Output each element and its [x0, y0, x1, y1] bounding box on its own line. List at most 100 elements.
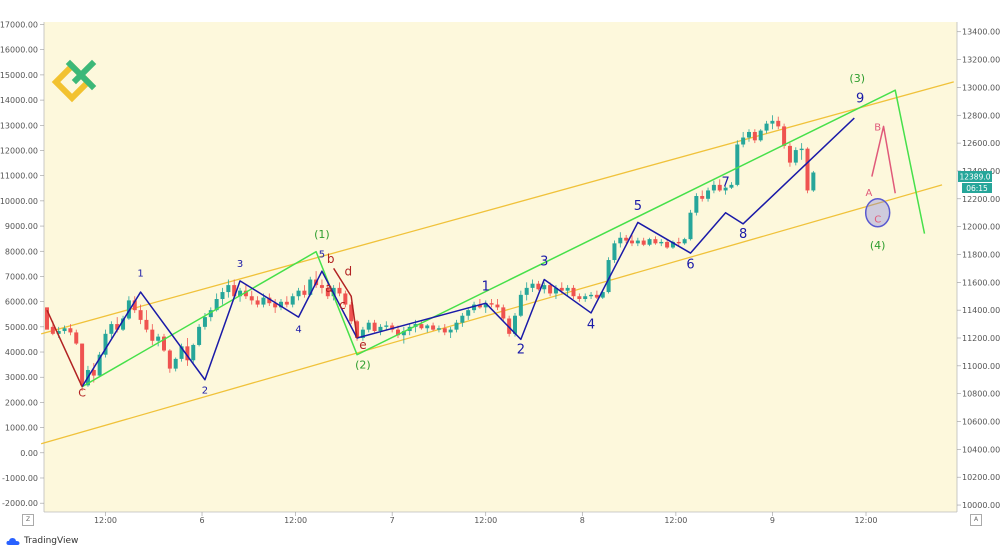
candle-body — [764, 123, 769, 131]
wave-label: b — [327, 252, 335, 266]
candlesticks — [45, 115, 816, 391]
x-tick-label: 12:00 — [284, 516, 307, 525]
left-tick-label: 6000.00 — [5, 298, 38, 307]
wave-label: (4) — [870, 239, 886, 252]
candle-body — [583, 296, 588, 300]
candle-body — [232, 285, 237, 297]
candle-body — [103, 333, 108, 355]
candle-body — [45, 307, 49, 330]
candle-body — [243, 290, 248, 297]
wave-lines — [46, 89, 926, 388]
candle-body — [126, 300, 131, 319]
right-tick-label: 11000.00 — [962, 362, 1000, 371]
candle-body — [220, 292, 225, 300]
candle-body — [635, 240, 640, 244]
right-tick-label: 10800.00 — [962, 390, 1000, 399]
candle-body — [530, 283, 535, 288]
candle-body — [150, 329, 155, 341]
channel-line — [40, 81, 954, 335]
wave-label: 4 — [295, 324, 301, 335]
candle-body — [706, 190, 711, 199]
right-tick-label: 10600.00 — [962, 418, 1000, 427]
wave-label: e — [359, 338, 366, 352]
candle-body — [489, 303, 494, 305]
x-tick-label: 12:00 — [664, 516, 687, 525]
x-axis: 12:00 6 12:00 7 12:00 8 12:00 9 12:00 — [94, 512, 878, 525]
auto-scale-button[interactable]: A — [970, 514, 982, 526]
candle-body — [378, 326, 383, 332]
candle-body — [173, 358, 178, 369]
wave-label: C — [874, 214, 881, 225]
x-tick-label: 12:00 — [94, 516, 117, 525]
candle-body — [653, 239, 658, 244]
candle-body — [711, 184, 716, 191]
candle-body — [74, 332, 79, 344]
x-tick-label: 12:00 — [854, 516, 877, 525]
candle-body — [454, 322, 459, 330]
candle-body — [460, 315, 465, 323]
candle-body — [279, 301, 283, 308]
candle-body — [261, 297, 266, 305]
candle-body — [360, 329, 365, 338]
candle-body — [805, 148, 810, 191]
candle-body — [185, 346, 190, 361]
wave-label: c — [339, 298, 346, 312]
zoom-button[interactable]: Z — [22, 514, 34, 526]
left-tick-label: 11000.00 — [0, 172, 38, 181]
wave-label: B — [874, 123, 881, 134]
candle-body — [758, 130, 763, 141]
left-axis-background — [0, 22, 44, 512]
candle-body — [431, 325, 436, 330]
left-tick-label: -2000.00 — [2, 499, 38, 508]
candle-body — [700, 196, 705, 199]
candle-body — [144, 319, 149, 330]
candle-body — [132, 300, 137, 311]
left-tick-label: 0.00 — [20, 449, 38, 458]
candle-body — [448, 329, 453, 333]
candle-body — [284, 301, 289, 305]
candle-body — [255, 300, 260, 305]
candle-body — [776, 120, 781, 127]
brand-label[interactable]: TradingView — [24, 536, 79, 546]
right-tick-label: 10200.00 — [962, 473, 1000, 482]
candle-body — [630, 240, 634, 244]
channel-line — [40, 184, 943, 445]
svg-text:12389.0: 12389.0 — [959, 173, 990, 182]
wave-label: 8 — [739, 227, 747, 242]
candle-body — [542, 285, 547, 290]
candle-body — [676, 241, 681, 244]
right-tick-label: 10000.00 — [962, 501, 1000, 510]
left-tick-label: 10000.00 — [0, 197, 38, 206]
candle-body — [419, 324, 424, 329]
candle-body — [670, 241, 675, 248]
right-tick-label: 12600.00 — [962, 139, 1000, 148]
candle-body — [179, 346, 184, 359]
candle-body — [659, 241, 664, 244]
wave-label: (3) — [849, 72, 865, 85]
right-tick-label: 10400.00 — [962, 445, 1000, 454]
candle-body — [249, 296, 254, 301]
candle-body — [208, 310, 213, 318]
candle-body — [226, 285, 231, 293]
candle-body — [524, 287, 529, 295]
left-tick-label: 7000.00 — [5, 272, 38, 281]
right-tick-label: 13000.00 — [962, 83, 1000, 92]
x-tick-label: 9 — [770, 516, 775, 525]
candle-body — [56, 331, 61, 334]
candle-body — [396, 329, 400, 336]
tradingview-cloud-icon — [6, 537, 20, 545]
candle-body — [548, 285, 553, 294]
x-tick-label: 8 — [580, 516, 585, 525]
candle-body — [559, 287, 564, 291]
right-tick-label: 11200.00 — [962, 334, 1000, 343]
left-tick-label: 1000.00 — [5, 424, 38, 433]
candle-body — [355, 321, 360, 338]
candle-body — [594, 294, 599, 298]
right-tick-label: 12800.00 — [962, 111, 1000, 120]
candle-body — [349, 304, 354, 322]
left-axis: 17000.00 16000.00 15000.00 14000.00 13000.00… — [0, 21, 44, 508]
left-tick-label: 4000.00 — [5, 348, 38, 357]
candle-body — [425, 325, 430, 329]
candle-body — [571, 287, 576, 297]
